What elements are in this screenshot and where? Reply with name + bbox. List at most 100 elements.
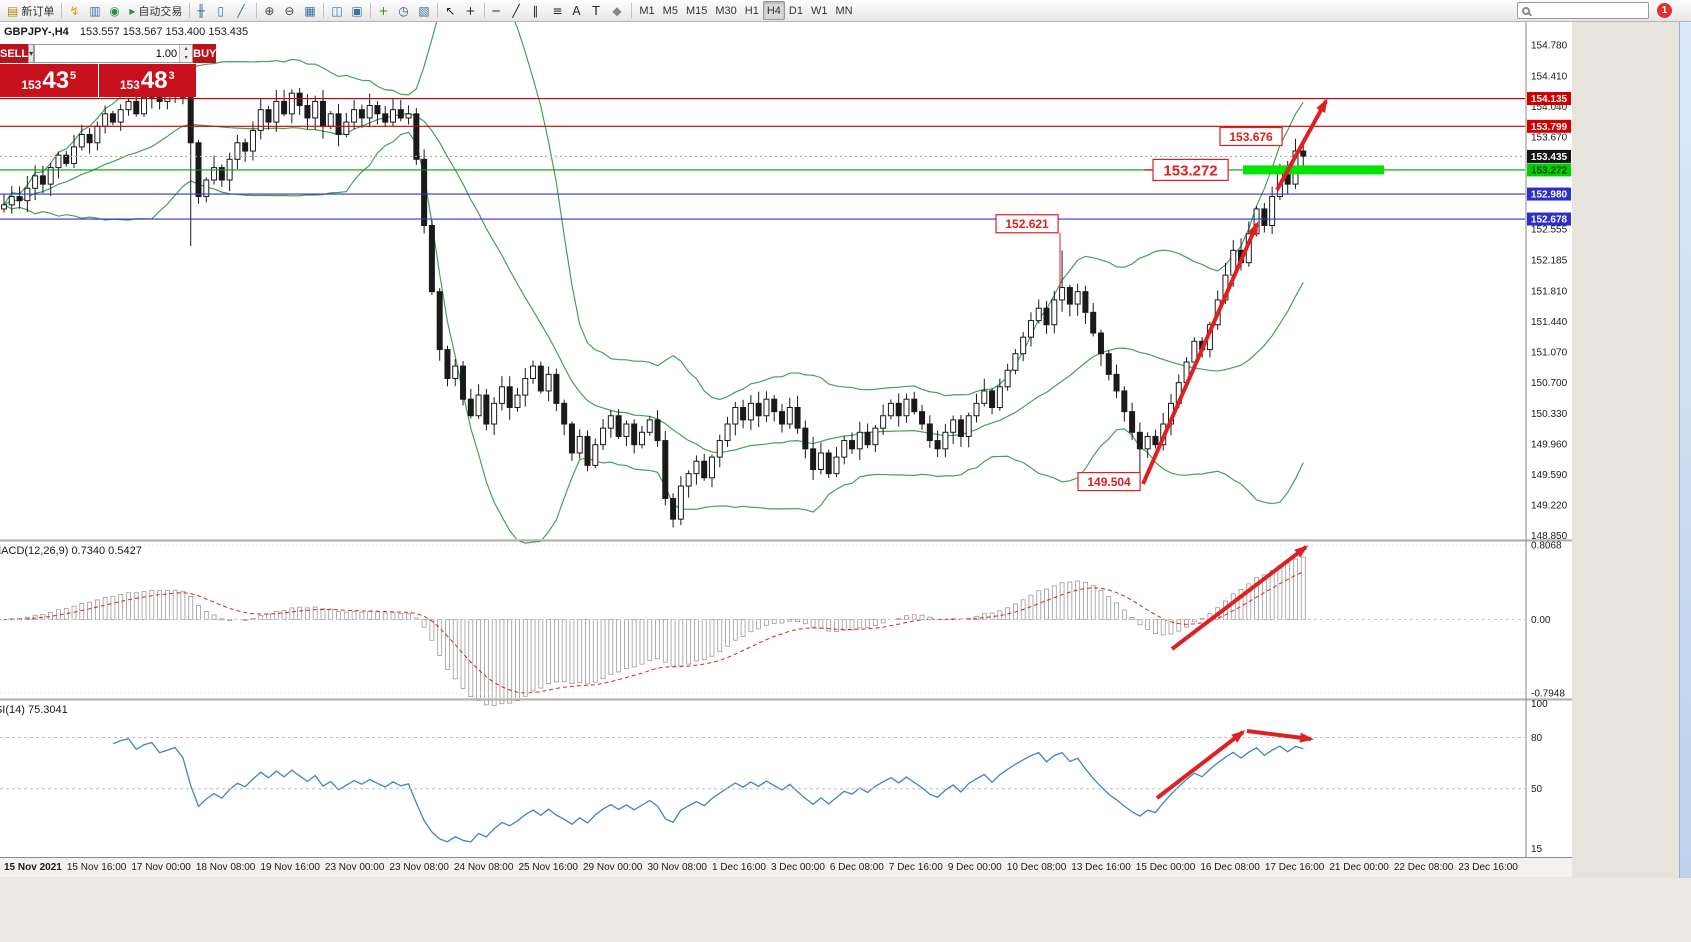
volume-down-button[interactable]	[180, 54, 192, 63]
time-axis-label: 29 Nov 00:00	[582, 862, 643, 873]
cursor-icon: ↖	[445, 3, 456, 18]
toolbar: ▤ 新订单 ↯ ▥ ◉ ▸ 自动交易 ╫ ▯ ╱ ⊕ ⊖ ▦ ◫ ▣ + ◷ ▧ ↖ + ─ ╱ ∥ ≡ A T ◆ M1 M5 M15 M…	[0, 0, 1691, 22]
text-icon: A	[572, 3, 581, 18]
svg-text:151.440: 151.440	[1531, 317, 1568, 328]
time-axis-label: 1 Dec 16:00	[712, 862, 766, 873]
add-indicator-button[interactable]: +	[374, 1, 394, 20]
tf-mn-button-label: MN	[835, 4, 853, 17]
svg-text:154.135: 154.135	[1531, 94, 1568, 105]
mql5-community-button[interactable]: ◉	[105, 1, 125, 20]
tile-windows-button[interactable]: ▦	[300, 1, 320, 20]
cascade-icon: ▣	[351, 3, 363, 18]
tf-h1-button[interactable]: H1	[741, 1, 763, 20]
svg-text:MACD(12,26,9) 0.7340 0.5427: MACD(12,26,9) 0.7340 0.5427	[0, 545, 142, 557]
template-button[interactable]: ▧	[414, 1, 434, 20]
cascade-button[interactable]: ▣	[347, 1, 367, 20]
svg-text:152.621: 152.621	[1005, 217, 1049, 231]
tf-d1-button[interactable]: D1	[785, 1, 807, 20]
fibo-tool-button[interactable]: ≡	[548, 1, 568, 20]
tf-m5-button-label: M5	[662, 4, 678, 17]
time-axis-label: 21 Dec 00:00	[1329, 862, 1389, 873]
volume-input[interactable]	[35, 45, 180, 62]
shapes-tool-button[interactable]: ◆	[608, 1, 628, 20]
tf-h4-button-label: H4	[766, 4, 781, 17]
svg-text:152.678: 152.678	[1531, 215, 1568, 226]
charts-button[interactable]: ↯	[65, 1, 85, 20]
label-tool-button[interactable]: T	[588, 1, 608, 20]
new-order-button[interactable]: ▤ 新订单	[3, 1, 58, 20]
notification-badge[interactable]: 1	[1657, 3, 1672, 18]
crosshair-button[interactable]: +	[461, 1, 481, 20]
sell-button[interactable]: SELL	[0, 44, 29, 63]
line-chart-button[interactable]: ╱	[233, 1, 253, 20]
line-chart-icon: ╱	[237, 3, 245, 18]
zoom-out-button[interactable]: ⊖	[280, 1, 300, 20]
fibo-icon: ≡	[552, 3, 563, 18]
volume-up-button[interactable]	[180, 45, 192, 54]
tf-w1-button[interactable]: W1	[807, 1, 832, 20]
chart-window-button[interactable]: ▥	[85, 1, 105, 20]
svg-text:153.676: 153.676	[1229, 130, 1273, 144]
time-axis-label: 9 Dec 00:00	[947, 862, 1002, 873]
toolbar-right: 1	[1517, 2, 1688, 19]
vertical-scrollbar[interactable]	[1679, 22, 1691, 878]
arrange-button[interactable]: ◫	[327, 1, 347, 20]
ask-price-prefix: 153	[119, 77, 140, 92]
tf-m1-button-label: M1	[639, 4, 655, 17]
search-box[interactable]	[1517, 2, 1649, 19]
hline-tool-button[interactable]: ─	[488, 1, 508, 20]
autotrade-button-label: 自动交易	[138, 5, 183, 18]
tf-m15-button-label: M15	[685, 4, 708, 17]
tf-m1-button[interactable]: M1	[635, 1, 658, 20]
text-tool-button[interactable]: A	[568, 1, 588, 20]
tf-m30-button[interactable]: M30	[711, 1, 740, 20]
svg-text:150.330: 150.330	[1531, 409, 1568, 420]
mql5-icon: ◉	[109, 3, 120, 18]
zoom-in-button[interactable]: ⊕	[260, 1, 280, 20]
tf-m15-button[interactable]: M15	[682, 1, 711, 20]
bottom-filler-panel	[0, 878, 1691, 942]
tf-m5-button[interactable]: M5	[659, 1, 682, 20]
new-order-button-label: 新订单	[21, 5, 55, 18]
svg-text:50: 50	[1531, 784, 1543, 795]
volume-dropdown-button[interactable]	[28, 44, 35, 63]
autotrade-icon: ▸	[129, 3, 136, 18]
time-axis-label: 22 Dec 08:00	[1393, 862, 1454, 873]
buy-button[interactable]: BUY	[193, 44, 217, 63]
svg-text:153.272: 153.272	[1531, 165, 1568, 176]
price-chart[interactable]: 153.676 153.272 152.621 149.504 154.780 154.4…	[0, 22, 1572, 857]
one-click-trading-panel: SELL BUY 153 43 5 153 48 3	[0, 44, 217, 97]
bar-chart-button[interactable]: ╫	[193, 1, 213, 20]
tf-mn-button[interactable]: MN	[831, 1, 856, 20]
search-input[interactable]	[1534, 4, 1644, 17]
time-axis-label: 7 Dec 16:00	[888, 862, 943, 873]
autotrade-button[interactable]: ▸ 自动交易	[125, 1, 186, 20]
time-axis-label: 18 Nov 08:00	[195, 862, 256, 873]
chart-header: GBPJPY-,H4 153.557 153.567 153.400 153.4…	[4, 26, 248, 38]
svg-text:0.8068: 0.8068	[1531, 540, 1562, 551]
tf-h4-button[interactable]: H4	[762, 1, 785, 20]
toolbar-separator	[631, 3, 633, 18]
trendline-tool-button[interactable]: ╱	[508, 1, 528, 20]
svg-text:15: 15	[1531, 844, 1543, 855]
time-axis-label: 17 Dec 16:00	[1264, 862, 1325, 873]
label-icon: T	[592, 3, 600, 18]
channel-icon: ∥	[532, 3, 539, 18]
svg-text:80: 80	[1531, 733, 1543, 744]
toolbar-separator	[437, 3, 439, 18]
toolbar-separator	[323, 3, 325, 18]
cursor-button[interactable]: ↖	[441, 1, 461, 20]
bid-price-button[interactable]: 153 43 5	[0, 64, 98, 97]
candle-chart-button[interactable]: ▯	[213, 1, 233, 20]
ask-price-button[interactable]: 153 48 3	[98, 64, 196, 97]
hline-icon: ─	[492, 3, 500, 18]
period-icon: ◷	[398, 3, 409, 18]
svg-text:0.00: 0.00	[1531, 615, 1551, 626]
svg-text:-0.7948: -0.7948	[1531, 688, 1565, 699]
bid-price-prefix: 153	[21, 77, 42, 92]
ohlc-values: 153.557 153.567 153.400 153.435	[79, 26, 249, 38]
channel-tool-button[interactable]: ∥	[528, 1, 548, 20]
time-axis[interactable]: 15 Nov 2021 15 Nov 16:00 17 Nov 00:00 18 No…	[0, 857, 1572, 877]
period-button[interactable]: ◷	[394, 1, 414, 20]
time-axis-label: 10 Dec 08:00	[1006, 862, 1067, 873]
